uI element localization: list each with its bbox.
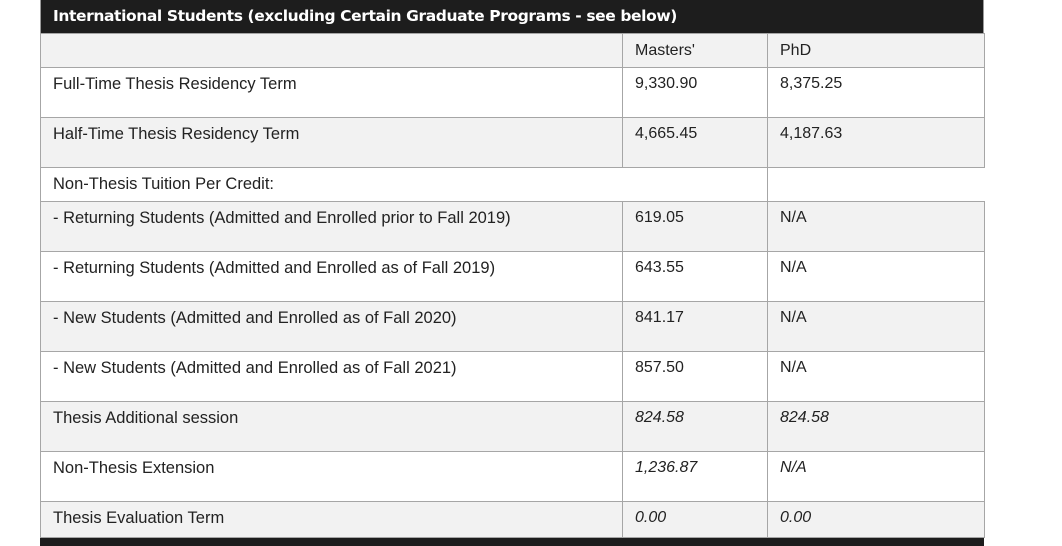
table-row: Thesis Additional session 824.58 824.58 [40, 401, 985, 452]
group-empty-cell [767, 167, 985, 202]
masters-value: 643.55 [622, 251, 768, 302]
table-row: - New Students (Admitted and Enrolled as… [40, 301, 985, 352]
masters-value: 0.00 [622, 501, 768, 538]
masters-value: 824.58 [622, 401, 768, 452]
table-row: - New Students (Admitted and Enrolled as… [40, 351, 985, 402]
masters-value: 857.50 [622, 351, 768, 402]
header-cell-phd: PhD [767, 33, 985, 68]
phd-value: N/A [767, 451, 985, 502]
table-row: - Returning Students (Admitted and Enrol… [40, 201, 985, 252]
table-row: Full-Time Thesis Residency Term 9,330.90… [40, 67, 985, 118]
table-row: Half-Time Thesis Residency Term 4,665.45… [40, 117, 985, 168]
table-title: International Students (excluding Certai… [40, 0, 984, 33]
masters-value: 9,330.90 [622, 67, 768, 118]
phd-value: 824.58 [767, 401, 985, 452]
row-label: Half-Time Thesis Residency Term [40, 117, 623, 168]
header-cell-empty [40, 33, 623, 68]
row-label: Non-Thesis Extension [40, 451, 623, 502]
header-cell-masters: Masters' [622, 33, 768, 68]
masters-value: 1,236.87 [622, 451, 768, 502]
table-header-row: Masters' PhD [40, 33, 985, 68]
table-row: Thesis Evaluation Term 0.00 0.00 [40, 501, 985, 538]
phd-value: N/A [767, 251, 985, 302]
row-label: Full-Time Thesis Residency Term [40, 67, 623, 118]
phd-value: 4,187.63 [767, 117, 985, 168]
group-header-row: Non-Thesis Tuition Per Credit: [40, 167, 985, 202]
next-section-title-bar [40, 538, 984, 546]
phd-value: 0.00 [767, 501, 985, 538]
tuition-table-container: International Students (excluding Certai… [40, 0, 985, 546]
table-row: - Returning Students (Admitted and Enrol… [40, 251, 985, 302]
masters-value: 619.05 [622, 201, 768, 252]
row-label: Thesis Additional session [40, 401, 623, 452]
tuition-table: Masters' PhD Full-Time Thesis Residency … [40, 33, 985, 538]
table-row: Non-Thesis Extension 1,236.87 N/A [40, 451, 985, 502]
masters-value: 4,665.45 [622, 117, 768, 168]
row-label: - New Students (Admitted and Enrolled as… [40, 301, 623, 352]
row-label: - New Students (Admitted and Enrolled as… [40, 351, 623, 402]
phd-value: N/A [767, 201, 985, 252]
group-label: Non-Thesis Tuition Per Credit: [40, 167, 768, 202]
phd-value: 8,375.25 [767, 67, 985, 118]
row-label: Thesis Evaluation Term [40, 501, 623, 538]
row-label: - Returning Students (Admitted and Enrol… [40, 251, 623, 302]
phd-value: N/A [767, 351, 985, 402]
row-label: - Returning Students (Admitted and Enrol… [40, 201, 623, 252]
masters-value: 841.17 [622, 301, 768, 352]
phd-value: N/A [767, 301, 985, 352]
